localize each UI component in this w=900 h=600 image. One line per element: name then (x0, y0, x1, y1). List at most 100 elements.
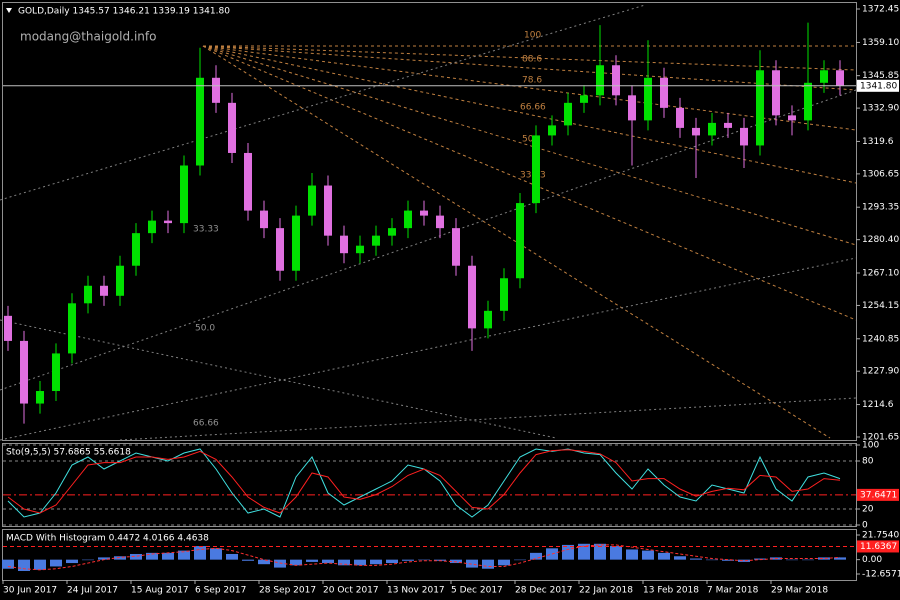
gann-label: 50.0 (195, 324, 215, 334)
candle-body (36, 391, 44, 404)
candle-body (788, 115, 796, 121)
y-tick-label: 1372.45 (862, 5, 899, 15)
candle-body (244, 152, 252, 211)
candle-body (4, 315, 12, 341)
fib-label: 78.6 (522, 76, 542, 86)
histogram-bar (754, 558, 766, 560)
candle-body (52, 353, 60, 392)
candle-body (388, 228, 396, 236)
histogram-bar (402, 559, 414, 561)
histogram-bar (274, 559, 286, 568)
candle-body (404, 210, 412, 229)
histogram-bar (626, 549, 638, 560)
x-tick-label: 30 Jun 2017 (3, 586, 57, 596)
menu-arrow[interactable] (6, 8, 12, 13)
candle-body (708, 122, 716, 136)
histogram-bar (706, 559, 718, 561)
candle-body (500, 278, 508, 311)
candle-body (468, 265, 476, 329)
y-tick-label: 1267.10 (862, 268, 899, 278)
x-tick-label: 22 Jan 2018 (579, 586, 633, 596)
y-tick-label: 1227.90 (862, 367, 899, 377)
candle-body (20, 340, 28, 404)
candle-body (628, 95, 636, 121)
candle-body (692, 127, 700, 136)
y-tick-label: 1240.85 (862, 334, 899, 344)
fib-label: 50 (522, 135, 534, 145)
histogram-bar (738, 559, 750, 562)
y-tick-label: 1280.40 (862, 235, 899, 245)
candle-body (644, 77, 652, 121)
current-label: 11.6367 (860, 542, 897, 552)
histogram-bar (226, 553, 238, 560)
candle-body (820, 70, 828, 83)
candle-body (580, 95, 588, 103)
histogram-bar (594, 543, 606, 560)
candle-body (532, 135, 540, 204)
y-tick-label: 0.00 (862, 555, 882, 565)
candle-body (196, 77, 204, 166)
candle-body (84, 285, 92, 304)
candle-body (228, 102, 236, 153)
histogram-bar (242, 559, 254, 561)
current-label: 37.6471 (860, 490, 897, 500)
y-tick-label: -12.6571 (862, 570, 900, 580)
histogram-bar (482, 559, 494, 569)
y-tick-label: 1306.65 (862, 169, 899, 179)
signal-line (7, 544, 841, 571)
y-tick-label: 100 (862, 441, 879, 451)
x-tick-label: 6 Sep 2017 (195, 586, 246, 596)
candle-body (740, 127, 748, 146)
histogram-bar (434, 559, 446, 561)
candle-body (804, 82, 812, 121)
candle-body (356, 245, 364, 254)
candle-body (516, 203, 524, 279)
x-tick-label: 15 Aug 2017 (131, 586, 189, 596)
histogram-bar (802, 559, 814, 561)
histogram-bar (530, 552, 542, 560)
x-tick-label: 13 Feb 2018 (643, 586, 699, 596)
y-tick-label: 80 (862, 457, 874, 467)
indicator-title: MACD With Histogram 0.4472 4.0166 4.4638 (6, 534, 209, 544)
candle-body (340, 235, 348, 254)
histogram-bar (370, 559, 382, 565)
last-price-box (857, 79, 899, 92)
candle-body (660, 77, 668, 108)
candle-body (116, 265, 124, 296)
histogram-bar (450, 559, 462, 564)
histogram-bar (306, 559, 318, 562)
histogram-bar (418, 559, 430, 561)
candle-body (436, 215, 444, 229)
candle-body (148, 220, 156, 234)
histogram-bar (834, 557, 846, 560)
histogram-bar (722, 559, 734, 561)
candle-body (564, 102, 572, 126)
candle-body (452, 228, 460, 266)
y-tick-label: 1214.6 (862, 400, 894, 410)
y-tick-label: 1332.90 (862, 104, 899, 114)
histogram-bar (82, 559, 94, 561)
stoch-line (7, 449, 841, 514)
y-tick-label: 1254.15 (862, 301, 899, 311)
last-price-label: 1341.80 (860, 81, 897, 91)
histogram-bar (818, 557, 830, 560)
histogram-bar (514, 559, 526, 561)
histogram-bar (322, 559, 334, 564)
histogram-bar (674, 556, 686, 560)
current-box (857, 488, 899, 501)
candle-body (836, 70, 844, 86)
y-tick-label: 1359.10 (862, 38, 899, 48)
x-tick-label: 7 Mar 2018 (707, 586, 759, 596)
histogram-bar (146, 552, 158, 560)
histogram-bar (50, 559, 62, 567)
candle-body (372, 235, 380, 246)
candle-body (180, 165, 188, 224)
x-tick-label: 24 Jul 2017 (67, 586, 118, 596)
y-tick-label: 1293.35 (862, 203, 899, 213)
histogram-bar (114, 556, 126, 560)
histogram-bar (642, 550, 654, 560)
candle-body (292, 215, 300, 271)
histogram-bar (498, 559, 510, 566)
